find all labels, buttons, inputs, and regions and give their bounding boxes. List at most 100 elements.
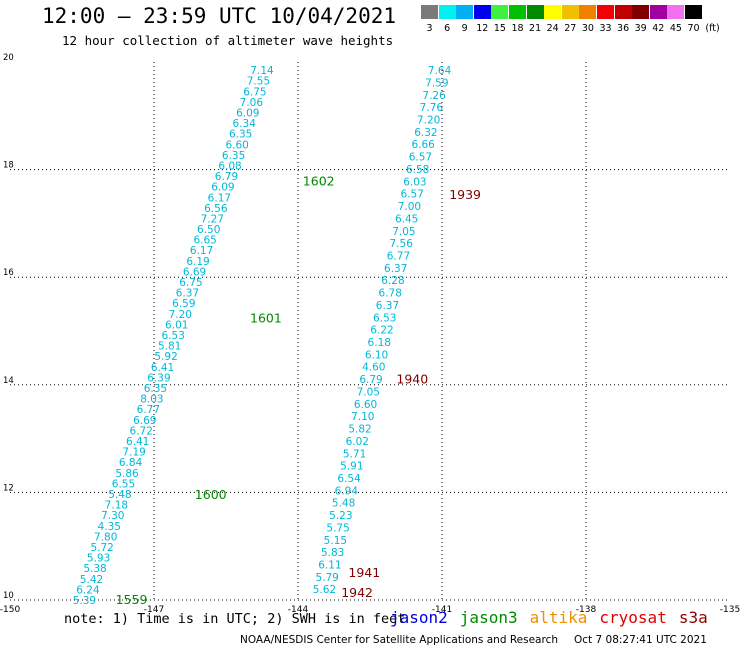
legend-label: 24 bbox=[546, 23, 559, 34]
legend-swatch bbox=[491, 5, 509, 19]
legend-swatch bbox=[473, 5, 491, 19]
wave-height-value: 7.14 bbox=[250, 65, 274, 77]
lat-tick-label: 12 bbox=[3, 483, 14, 493]
wave-height-value: 6.11 bbox=[318, 560, 341, 572]
wave-height-value: 6.09 bbox=[211, 182, 234, 194]
legend-swatch bbox=[597, 5, 614, 19]
wave-height-value: 6.01 bbox=[165, 319, 188, 331]
wave-height-value: 5.72 bbox=[90, 542, 113, 554]
wave-height-value: 6.72 bbox=[130, 425, 153, 437]
wave-height-value: 6.79 bbox=[359, 374, 382, 386]
legend-swatch bbox=[421, 5, 438, 19]
wave-height-value: 6.56 bbox=[204, 203, 228, 215]
wave-height-value: 5.82 bbox=[348, 424, 371, 436]
legend-swatch bbox=[614, 5, 632, 19]
wave-height-value: 5.79 bbox=[315, 572, 338, 584]
wave-height-value: 6.22 bbox=[370, 325, 393, 337]
footer: NOAA/NESDIS Center for Satellite Applica… bbox=[240, 634, 707, 646]
lon-tick-label: -141 bbox=[432, 605, 452, 615]
wave-height-value: 6.35 bbox=[222, 150, 245, 162]
satellite-cryosat: cryosat bbox=[599, 608, 667, 627]
wave-height-value: 6.10 bbox=[365, 349, 388, 361]
pass-time-label: 1941 bbox=[348, 565, 380, 580]
pass-time-label: 1939 bbox=[449, 187, 481, 202]
wave-height-value: 6.17 bbox=[190, 245, 213, 257]
wave-height-value: 5.83 bbox=[321, 547, 344, 559]
wave-height-value: 7.19 bbox=[122, 447, 145, 459]
wave-height-value: 5.86 bbox=[115, 468, 139, 480]
satellite-jason3: jason3 bbox=[459, 608, 518, 627]
wave-height-value: 6.24 bbox=[76, 584, 100, 596]
wave-height-value: 6.41 bbox=[126, 436, 149, 448]
wave-height-value: 6.65 bbox=[193, 235, 216, 247]
wave-height-value: 7.27 bbox=[201, 213, 224, 225]
legend-swatch bbox=[685, 5, 702, 19]
wave-height-value: 6.58 bbox=[406, 164, 429, 176]
wave-height-value: 6.08 bbox=[218, 160, 241, 172]
wave-height-value: 6.17 bbox=[208, 192, 231, 204]
wave-height-value: 7.30 bbox=[101, 510, 124, 522]
wave-height-value: 6.09 bbox=[236, 107, 259, 119]
legend-swatch bbox=[526, 5, 544, 19]
wave-height-value: 6.75 bbox=[179, 277, 202, 289]
wave-height-value: 4.35 bbox=[98, 521, 121, 533]
wave-height-value: 5.15 bbox=[324, 535, 347, 547]
wave-height-value: 6.39 bbox=[147, 372, 170, 384]
credit-text: NOAA/NESDIS Center for Satellite Applica… bbox=[240, 634, 558, 646]
wave-height-value: 7.05 bbox=[357, 386, 380, 398]
wave-height-value: 6.35 bbox=[144, 383, 167, 395]
wave-height-value: 5.48 bbox=[332, 498, 355, 510]
wave-height-value: 6.28 bbox=[381, 275, 404, 287]
wave-height-value: 6.66 bbox=[411, 139, 435, 151]
wave-height-value: 6.18 bbox=[368, 337, 391, 349]
wave-height-value: 6.45 bbox=[395, 213, 418, 225]
wave-height-value: 6.03 bbox=[403, 176, 426, 188]
wave-height-value: 5.75 bbox=[326, 522, 349, 534]
wave-height-value: 6.57 bbox=[409, 152, 432, 164]
wave-height-value: 5.62 bbox=[313, 584, 336, 596]
lat-tick-label: 14 bbox=[3, 376, 14, 386]
wave-height-value: 6.69 bbox=[183, 266, 206, 278]
lat-tick-label: 16 bbox=[3, 268, 14, 278]
lon-tick-label: -144 bbox=[288, 605, 309, 615]
wave-height-value: 7.55 bbox=[247, 76, 270, 88]
wave-height-value: 7.56 bbox=[390, 238, 414, 250]
wave-height-value: 5.23 bbox=[329, 510, 352, 522]
wave-height-value: 4.60 bbox=[362, 362, 385, 374]
wave-height-value: 6.19 bbox=[186, 256, 209, 268]
lon-tick-label: -138 bbox=[576, 605, 597, 615]
wave-height-value: 5.42 bbox=[80, 574, 103, 586]
wave-height-value: 6.59 bbox=[172, 298, 195, 310]
pass-time-label: 1942 bbox=[341, 585, 373, 600]
wave-height-value: 8.03 bbox=[140, 394, 163, 406]
page-subtitle: 12 hour collection of altimeter wave hei… bbox=[62, 33, 394, 48]
pass-time-label: 1601 bbox=[250, 311, 282, 326]
legend-label: 70 bbox=[687, 23, 700, 34]
legend-label: 42 bbox=[652, 23, 665, 34]
wave-height-value: 6.77 bbox=[137, 404, 160, 416]
legend-swatch bbox=[667, 5, 685, 19]
legend-swatch bbox=[509, 5, 526, 19]
lat-tick-label: 10 bbox=[3, 591, 14, 601]
legend-label: 9 bbox=[461, 23, 468, 34]
wave-height-value: 7.64 bbox=[428, 65, 452, 77]
wave-height-value: 7.59 bbox=[425, 77, 448, 89]
wave-height-value: 6.53 bbox=[162, 330, 185, 342]
legend-label: 30 bbox=[581, 23, 594, 34]
wave-height-value: 6.84 bbox=[119, 457, 143, 469]
pass-time-label: 1940 bbox=[396, 371, 428, 386]
lon-tick-label: -147 bbox=[144, 605, 164, 615]
legend-label: 15 bbox=[493, 23, 506, 34]
legend-swatch bbox=[456, 5, 474, 19]
wave-height-value: 6.35 bbox=[229, 129, 252, 141]
page-title: 12:00 – 23:59 UTC 10/04/2021 bbox=[42, 4, 397, 28]
legend-swatch bbox=[579, 5, 597, 19]
wave-height-value: 7.76 bbox=[420, 102, 444, 114]
wave-height-value: 6.41 bbox=[151, 362, 174, 374]
satellite-s3a: s3a bbox=[678, 608, 708, 627]
wave-height-value: 5.39 bbox=[73, 595, 96, 607]
pass-time-label: 1602 bbox=[303, 173, 335, 188]
wave-height-value: 6.78 bbox=[379, 288, 402, 300]
lon-tick-label: -135 bbox=[720, 605, 740, 615]
